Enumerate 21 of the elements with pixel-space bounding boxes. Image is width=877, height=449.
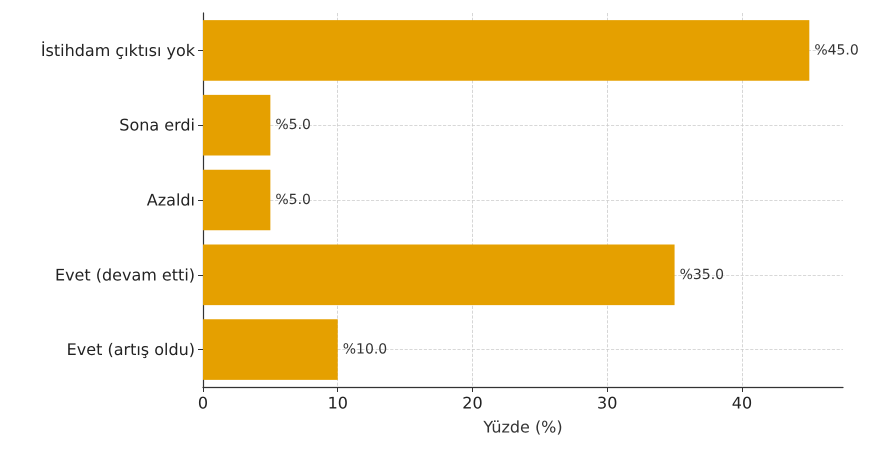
x-tick-label: 40 bbox=[732, 394, 752, 412]
x-tick-label: 10 bbox=[328, 394, 348, 412]
bar bbox=[203, 20, 810, 81]
x-tick-label: 0 bbox=[198, 394, 208, 412]
x-tick-label: 30 bbox=[597, 394, 618, 412]
y-tick-label: Evet (artış oldu) bbox=[66, 340, 195, 360]
y-tick-label: İstihdam çıktısı yok bbox=[40, 40, 196, 60]
y-tick-label: Azaldı bbox=[146, 190, 195, 210]
data-label: %5.0 bbox=[275, 117, 311, 134]
x-tick-label: 20 bbox=[462, 394, 483, 412]
bar bbox=[203, 244, 675, 306]
x-axis-title: Yüzde (%) bbox=[482, 418, 563, 436]
bar bbox=[203, 319, 338, 380]
data-label: %5.0 bbox=[275, 192, 311, 208]
bar bbox=[203, 94, 270, 156]
y-tick-label: Evet (devam etti) bbox=[54, 265, 195, 284]
bar bbox=[203, 170, 270, 230]
data-label: %45.0 bbox=[814, 42, 859, 58]
data-label: %35.0 bbox=[680, 266, 724, 283]
data-label: %10.0 bbox=[342, 342, 388, 358]
y-tick-label: Sona erdi bbox=[119, 116, 195, 135]
